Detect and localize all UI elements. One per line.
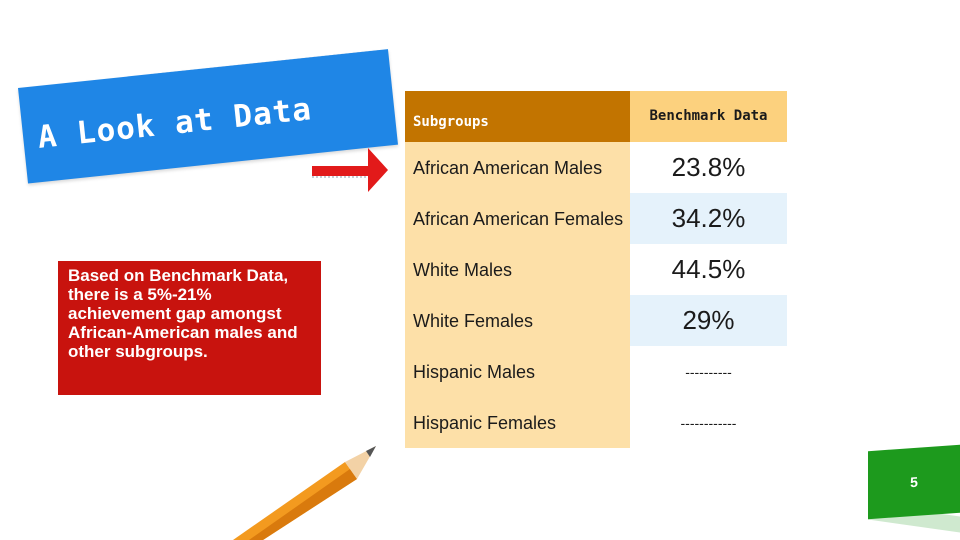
row-group: Hispanic Females [405,397,630,448]
row-group: Hispanic Males [405,346,630,397]
arrow-icon-shaft [312,166,374,176]
row-value: 44.5% [630,244,787,295]
row-group: White Males [405,244,630,295]
row-value: 29% [630,295,787,346]
row-value: 23.8% [630,142,787,193]
table-row: African American Females 34.2% [405,193,787,244]
table-header-row: Subgroups Benchmark Data [405,91,787,142]
row-value: 34.2% [630,193,787,244]
row-group: White Females [405,295,630,346]
page-number: 5 [868,444,960,520]
table-row: Hispanic Males ---------- [405,346,787,397]
row-group: African American Males [405,142,630,193]
table-row: Hispanic Females ------------ [405,397,787,448]
benchmark-table: Subgroups Benchmark Data African America… [405,91,787,448]
arrow-dots [312,176,374,178]
row-value: ------------ [630,397,787,448]
table-row: White Males 44.5% [405,244,787,295]
header-benchmark: Benchmark Data [630,91,787,142]
row-value: ---------- [630,346,787,397]
row-group: African American Females [405,193,630,244]
gap-note: Based on Benchmark Data, there is a 5%-2… [58,261,321,395]
table-row: White Females 29% [405,295,787,346]
table-row: African American Males 23.8% [405,142,787,193]
header-subgroups: Subgroups [405,91,630,142]
arrow-icon [368,148,388,192]
